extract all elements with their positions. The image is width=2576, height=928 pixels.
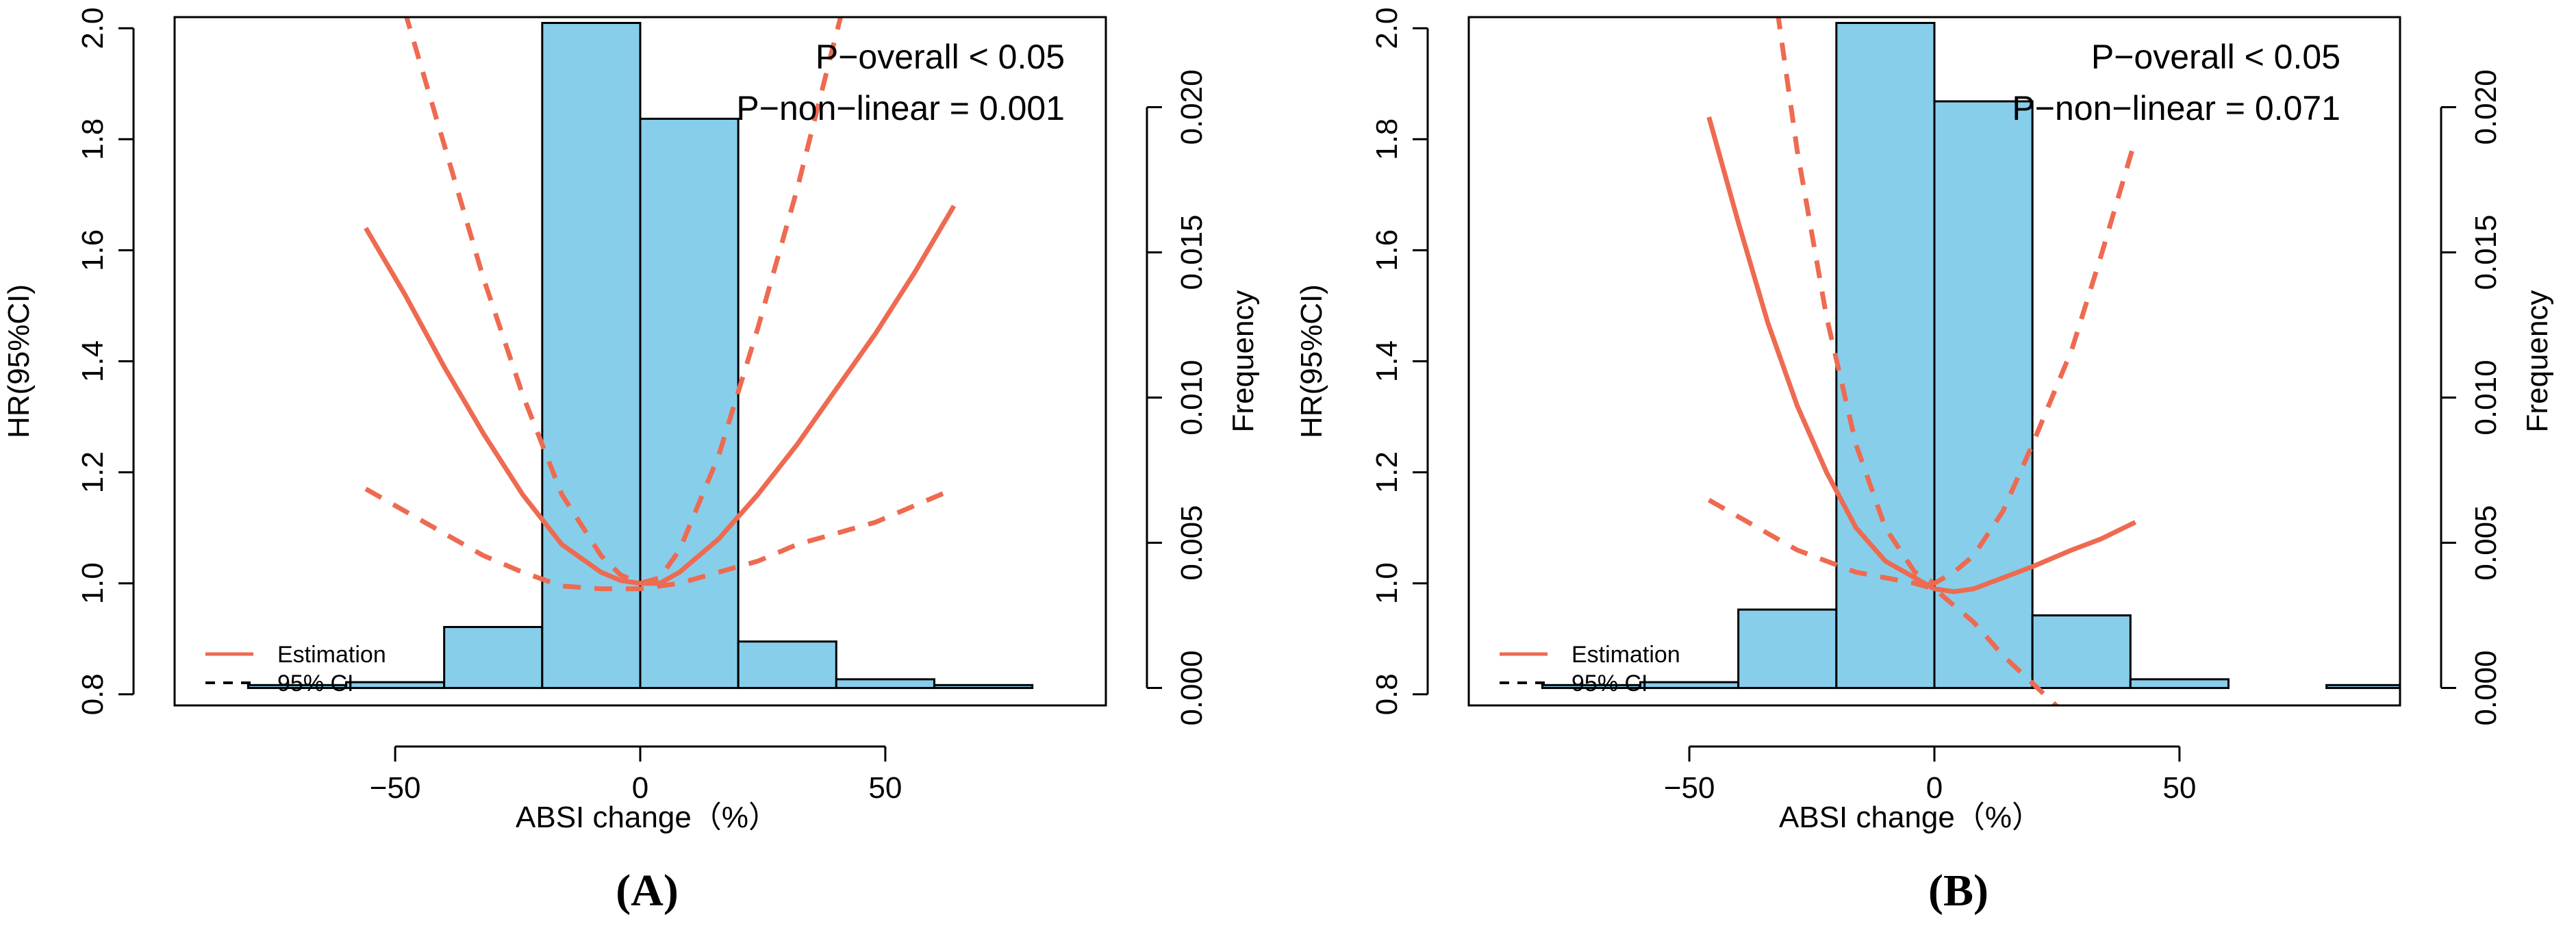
- x-tick-label: 0: [632, 771, 648, 805]
- y-tick-label: 2.0: [76, 8, 110, 49]
- histogram-bar: [443, 626, 544, 690]
- plot-frame: [1467, 16, 2401, 707]
- estimation-curve: [1706, 116, 2137, 594]
- legend-estimation-label: Estimation: [277, 642, 386, 668]
- y-tick-label: 1.2: [76, 451, 110, 493]
- legend-estimation-label: Estimation: [1571, 642, 1680, 668]
- histogram-bar: [2031, 614, 2132, 690]
- histogram-bar: [345, 681, 446, 690]
- legend-ci-label: 95% CI: [277, 670, 354, 697]
- y2-tick-label: 0.010: [1175, 360, 1209, 435]
- annotation-p-overall: P−overall < 0.05: [816, 38, 1065, 76]
- y-axis-label: HR(95%CI): [1295, 284, 1328, 438]
- x-tick-label: 50: [2162, 771, 2196, 805]
- ci-curve: [364, 486, 955, 592]
- legend: Estimation 95% CI: [205, 642, 386, 697]
- estimation-curve: [364, 204, 957, 586]
- histogram-bar: [1737, 608, 1838, 690]
- histogram-bar: [835, 678, 935, 690]
- x-axis-label: ABSI change（%）: [516, 801, 779, 834]
- y-tick-label: 2.0: [1370, 8, 1404, 49]
- panel-b: −50 0 50 0.81.01.21.41.61.82.0 0.0000.0050…: [1295, 8, 2554, 916]
- x-axis: −50 0 50: [1664, 745, 2196, 805]
- ci-curve: [1776, 17, 2138, 586]
- annotation-p-non-linear: P−non−linear = 0.071: [2012, 89, 2340, 127]
- ci-curve: [1707, 498, 2060, 705]
- histogram-bar: [2129, 678, 2230, 690]
- legend: Estimation 95% CI: [1500, 642, 1680, 697]
- y2-tick-label: 0.020: [1175, 69, 1209, 145]
- y2-tick-label: 0.005: [2469, 505, 2503, 580]
- y-tick-label: 1.8: [1370, 118, 1404, 160]
- x-tick-label: −50: [1664, 771, 1715, 805]
- y-tick-label: 1.0: [76, 562, 110, 604]
- x-axis-label: ABSI change（%）: [1779, 801, 2042, 834]
- panel-label: (B): [1928, 866, 1988, 916]
- y-tick-label: 1.2: [1370, 451, 1404, 493]
- y-axis-label: HR(95%CI): [2, 284, 36, 438]
- y-tick-label: 1.6: [76, 229, 110, 271]
- panel-a: −50 0 50 0.81.01.21.41.61.82.0 0.0000.0050…: [2, 8, 1260, 916]
- annotation-p-non-linear: P−non−linear = 0.001: [736, 89, 1065, 127]
- legend-ci-label: 95% CI: [1571, 670, 1648, 697]
- y-tick-label: 0.8: [1370, 673, 1404, 715]
- y-tick-label: 1.4: [76, 340, 110, 382]
- y-tick-label: 1.0: [1370, 562, 1404, 604]
- plot-frame: [173, 16, 1107, 707]
- y2-axis-label: Frequency: [1226, 290, 1260, 433]
- x-tick-label: −50: [370, 771, 421, 805]
- y-axis-right: 0.000 0.005 0.010 0.015 0.020: [2440, 69, 2503, 726]
- histogram-bar: [2325, 684, 2401, 690]
- y-axis-left: 0.8 1.0 1.2 1.4 1.6 1.8 2.0: [76, 8, 135, 715]
- histogram: [247, 21, 1034, 690]
- histogram-bar: [541, 21, 642, 690]
- histogram-bar: [1835, 21, 1936, 690]
- y-tick-label: 1.6: [1370, 229, 1404, 271]
- histogram-bar: [933, 684, 1034, 690]
- x-axis: −50 0 50: [370, 745, 902, 805]
- y-tick-label: 0.8: [76, 673, 110, 715]
- y2-tick-label: 0.020: [2469, 69, 2503, 145]
- annotation-p-overall: P−overall < 0.05: [2091, 38, 2340, 76]
- y2-tick-label: 0.000: [1175, 651, 1209, 726]
- ci-curve: [404, 17, 844, 586]
- histogram-bar: [737, 640, 837, 690]
- y-tick-label: 1.8: [76, 118, 110, 160]
- y2-tick-label: 0.015: [2469, 214, 2503, 290]
- y-axis-right: 0.000 0.005 0.010 0.015 0.020: [1146, 69, 1209, 726]
- histogram-bar: [639, 117, 740, 690]
- panel-label: (A): [616, 866, 679, 916]
- histogram-bar: [1639, 681, 1740, 690]
- y2-tick-label: 0.010: [2469, 360, 2503, 435]
- x-tick-label: 0: [1926, 771, 1943, 805]
- y-axis-left: 0.8 1.0 1.2 1.4 1.6 1.8 2.0: [1370, 8, 1429, 715]
- y2-tick-label: 0.000: [2469, 651, 2503, 726]
- y-tick-label: 1.4: [1370, 340, 1404, 382]
- y2-tick-label: 0.015: [1175, 214, 1209, 290]
- hr-curves: [364, 17, 957, 592]
- x-tick-label: 50: [868, 771, 902, 805]
- y2-tick-label: 0.005: [1175, 505, 1209, 580]
- y2-axis-label: Frequency: [2521, 290, 2554, 433]
- hr-curves: [1706, 17, 2138, 705]
